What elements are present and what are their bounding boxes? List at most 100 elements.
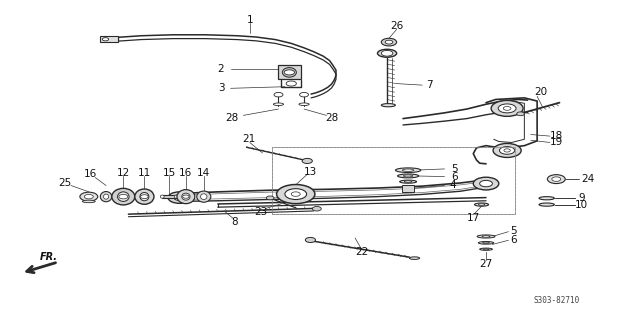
Circle shape [498, 104, 516, 113]
Circle shape [141, 195, 148, 198]
Ellipse shape [100, 192, 112, 202]
Ellipse shape [474, 203, 488, 206]
Circle shape [274, 92, 283, 97]
Text: S303-82710: S303-82710 [533, 296, 579, 305]
Text: 5: 5 [510, 226, 517, 236]
Ellipse shape [397, 174, 419, 178]
Ellipse shape [403, 175, 413, 177]
Circle shape [305, 237, 316, 243]
Ellipse shape [483, 242, 490, 244]
Circle shape [381, 50, 393, 56]
Text: 26: 26 [390, 21, 403, 31]
Text: 3: 3 [218, 83, 225, 93]
Circle shape [300, 92, 308, 97]
Ellipse shape [483, 249, 489, 250]
Ellipse shape [200, 194, 207, 199]
Circle shape [381, 38, 397, 46]
Bar [100, 36, 118, 42]
Text: 20: 20 [534, 87, 547, 98]
Text: 13: 13 [304, 167, 317, 177]
Circle shape [493, 143, 521, 157]
Circle shape [119, 195, 128, 199]
Circle shape [285, 189, 307, 199]
Ellipse shape [478, 204, 484, 205]
Circle shape [102, 38, 109, 41]
Circle shape [552, 177, 561, 181]
Ellipse shape [282, 68, 296, 77]
Circle shape [491, 100, 523, 116]
Ellipse shape [135, 189, 154, 204]
Text: 28: 28 [325, 113, 338, 123]
Circle shape [499, 147, 515, 154]
Ellipse shape [140, 193, 149, 201]
Text: 27: 27 [479, 259, 493, 268]
Ellipse shape [182, 193, 190, 200]
Circle shape [516, 112, 524, 116]
Ellipse shape [482, 236, 490, 237]
Ellipse shape [273, 103, 284, 106]
Circle shape [302, 158, 312, 164]
Text: 15: 15 [163, 168, 176, 178]
Circle shape [266, 196, 274, 200]
Circle shape [80, 192, 98, 201]
Ellipse shape [381, 104, 396, 107]
Ellipse shape [400, 180, 417, 183]
Circle shape [503, 107, 511, 110]
Text: 11: 11 [138, 168, 151, 178]
Ellipse shape [539, 197, 554, 200]
Text: 6: 6 [510, 235, 517, 245]
Text: 25: 25 [58, 178, 71, 188]
Bar [403, 185, 414, 193]
Text: 21: 21 [242, 134, 255, 144]
Ellipse shape [539, 203, 554, 206]
Text: 2: 2 [218, 64, 225, 74]
Text: 4: 4 [449, 180, 456, 190]
Text: 10: 10 [575, 200, 588, 210]
Circle shape [284, 70, 294, 75]
Text: 8: 8 [231, 217, 237, 227]
Circle shape [479, 180, 492, 187]
Ellipse shape [161, 195, 164, 198]
Circle shape [182, 195, 189, 198]
Bar [163, 195, 176, 198]
Circle shape [276, 185, 315, 204]
Ellipse shape [83, 200, 95, 203]
Text: 28: 28 [225, 113, 239, 123]
Ellipse shape [403, 169, 414, 171]
Text: 19: 19 [550, 138, 563, 148]
Text: 7: 7 [426, 80, 433, 90]
Circle shape [173, 195, 185, 200]
Ellipse shape [196, 191, 211, 202]
Ellipse shape [404, 181, 412, 182]
Circle shape [312, 206, 321, 211]
Ellipse shape [410, 257, 420, 260]
Text: FR.: FR. [40, 252, 58, 262]
Bar [272, 147, 515, 214]
Text: 14: 14 [197, 168, 211, 178]
Text: 12: 12 [116, 168, 130, 178]
Circle shape [291, 192, 300, 196]
Circle shape [385, 40, 393, 44]
Circle shape [168, 192, 191, 203]
Text: 23: 23 [255, 207, 268, 217]
Ellipse shape [396, 168, 420, 172]
Ellipse shape [479, 248, 492, 250]
Bar [272, 147, 515, 214]
Circle shape [504, 149, 510, 152]
Text: 16: 16 [83, 169, 97, 179]
Text: 1: 1 [246, 15, 253, 25]
Ellipse shape [118, 192, 129, 201]
Text: 24: 24 [582, 174, 595, 184]
Text: 16: 16 [179, 168, 193, 178]
Circle shape [286, 81, 296, 86]
Ellipse shape [299, 103, 309, 106]
Circle shape [473, 177, 499, 190]
Ellipse shape [177, 190, 195, 204]
Ellipse shape [477, 235, 495, 238]
Ellipse shape [104, 194, 109, 199]
Ellipse shape [378, 49, 397, 57]
Text: 17: 17 [467, 213, 480, 223]
Text: 6: 6 [451, 172, 458, 181]
Circle shape [84, 195, 93, 199]
Ellipse shape [112, 188, 135, 205]
